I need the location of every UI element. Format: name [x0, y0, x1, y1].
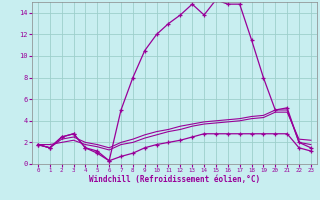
X-axis label: Windchill (Refroidissement éolien,°C): Windchill (Refroidissement éolien,°C)	[89, 175, 260, 184]
